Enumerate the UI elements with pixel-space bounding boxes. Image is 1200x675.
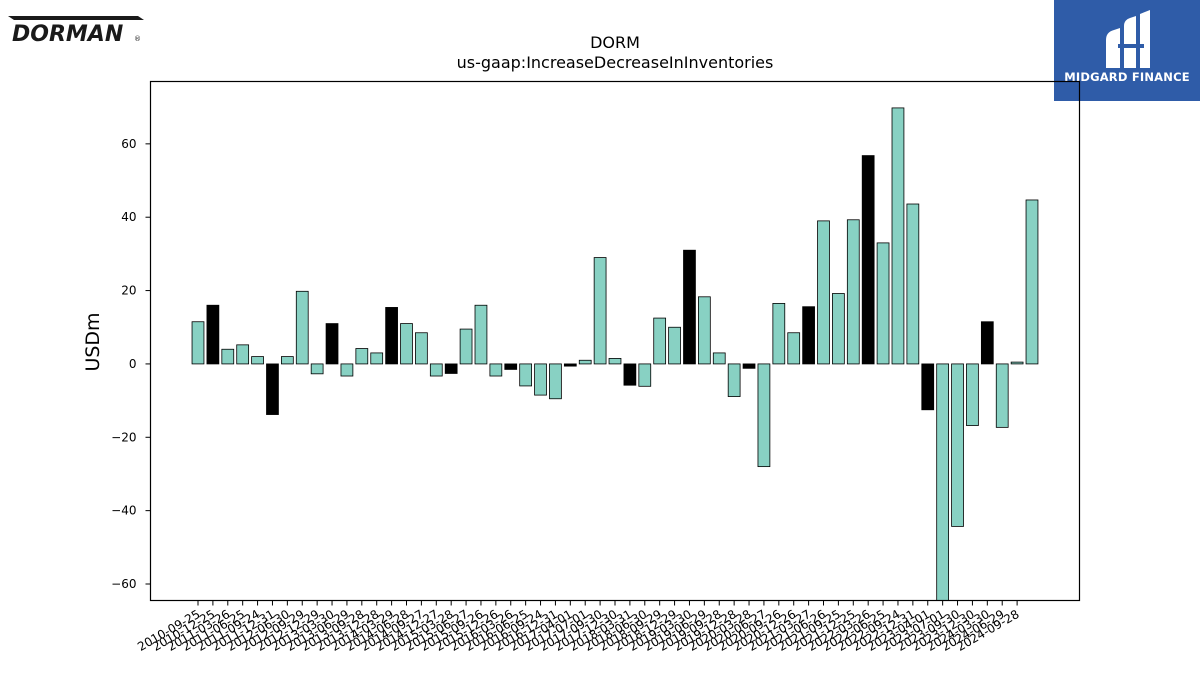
bar-0 [191,321,205,365]
watermark-text: MIDGARD FINANCE [1064,70,1190,84]
x-axis: 2010-09-252010-12-252011-03-262011-06-25… [135,600,1022,654]
bar-45 [861,155,875,365]
bar-24 [549,363,562,400]
bar-22 [519,363,533,387]
bar-20 [489,363,503,377]
bar-29 [623,363,637,386]
y-axis-label: USDm [82,312,104,371]
bar-55 [1010,361,1024,365]
bar-28 [608,358,622,365]
bar-17 [444,363,458,374]
y-tick-label-1: −40 [111,504,136,518]
bar-32 [668,326,681,365]
bar-48 [906,203,920,365]
bar-4 [251,356,264,365]
bar-52 [966,363,979,426]
bar-8 [310,363,324,375]
bar-18 [459,328,473,365]
bar-30 [638,363,652,387]
bars [191,107,1039,601]
bar-26 [578,359,592,365]
bar-54 [995,363,1009,428]
bar-50 [936,363,950,601]
dorman-logo-text: DORMAN [12,22,123,46]
bar-7 [295,290,309,365]
bar-5 [266,363,279,415]
chart-subtitle: us-gaap:IncreaseDecreaseInInventories [457,53,774,72]
bar-31 [653,317,667,365]
bar-34 [698,296,711,365]
bar-43 [832,293,845,365]
bar-15 [415,332,428,365]
bar-33 [683,249,696,365]
bar-51 [951,363,964,527]
dorman-logo-mark: DORMAN ® [8,16,144,47]
bar-39 [772,302,786,365]
bar-25 [563,363,577,367]
bar-56 [1025,199,1039,365]
bar-44 [846,219,860,365]
bar-41 [802,306,815,365]
bar-36 [727,363,741,397]
bar-6 [280,356,294,365]
bar-49 [921,363,935,411]
bar-2 [221,348,235,365]
bar-14 [400,323,413,365]
bar-3 [236,344,250,365]
bar-16 [429,363,443,377]
registered-mark: ® [134,35,141,43]
y-tick-label-5: 40 [121,210,136,224]
bar-46 [876,242,890,365]
plot-frame [149,80,1081,602]
dorman-logo: DORMAN ® [6,10,146,47]
bar-10 [340,363,354,377]
bar-47 [891,107,905,365]
y-tick-label-4: 20 [121,284,136,298]
bar-19 [474,304,488,365]
bar-53 [980,321,994,365]
y-tick-label-0: −60 [111,577,136,591]
bar-37 [742,363,756,369]
bar-11 [355,348,369,365]
midgard-finance-watermark: MIDGARD FINANCE [1054,0,1200,101]
bar-1 [206,304,220,365]
bar-23 [534,363,547,396]
y-tick-label-6: 60 [121,137,136,151]
bar-9 [325,323,339,365]
chart-title: DORM [590,33,640,52]
bar-40 [787,332,801,365]
y-tick-label-3: 0 [129,357,137,371]
bar-21 [504,363,518,370]
midgard-logo-icon [1106,10,1150,68]
bar-38 [757,363,771,468]
y-axis: −60 −40 −20 0 20 40 60 [111,137,151,591]
bar-27 [593,257,607,365]
bar-42 [817,220,830,365]
bar-12 [370,352,384,365]
bar-13 [385,307,398,365]
bar-35 [712,352,726,365]
y-tick-label-2: −20 [111,430,136,444]
